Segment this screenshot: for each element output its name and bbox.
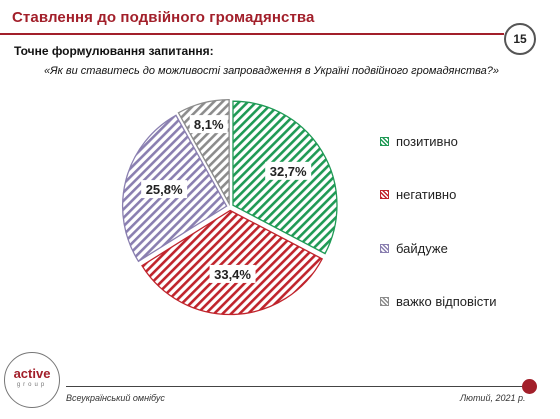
footer-date: Лютий, 2021 р.: [460, 393, 526, 403]
legend-item: негативно: [380, 181, 550, 209]
pie-label-bg-1: [265, 161, 312, 180]
legend-item: важко відповісти: [380, 288, 550, 316]
pie-label-4: 8,1%: [194, 117, 224, 132]
legend-swatch: [380, 243, 389, 253]
logo-text: active: [13, 366, 51, 381]
legend-item: позитивно: [380, 127, 550, 155]
pie-label-1: 32,7%: [270, 164, 307, 179]
legend-swatch: [380, 136, 389, 146]
logo-subtext: group: [16, 382, 48, 388]
legend-label: позитивно: [396, 133, 458, 149]
pie-label-3: 25,8%: [146, 182, 183, 197]
pie-slice-2: [141, 209, 324, 316]
question-label: Точне формулювання запитання:: [14, 44, 214, 58]
pie-label-2: 33,4%: [214, 267, 251, 282]
pie-label-bg-3: [141, 180, 188, 199]
legend-item: байдуже: [380, 234, 550, 262]
pie-label-bg-4: [189, 115, 228, 134]
pie-label-bg-2: [209, 264, 256, 283]
legend-swatch: [380, 297, 389, 306]
footer-divider: [66, 386, 526, 387]
slide-title: Ставлення до подвійного громадянства: [12, 9, 315, 26]
legend-label: негативно: [396, 187, 457, 202]
active-group-logo: active group: [4, 352, 60, 408]
legend-swatch: [380, 190, 389, 199]
header-divider: [0, 33, 504, 35]
footer-dot: [522, 379, 537, 394]
chart-legend: позитивно негативно байдуже важко відповіст…: [380, 127, 550, 341]
legend-label: байдуже: [396, 240, 448, 256]
page-number-badge: 15: [504, 23, 536, 55]
legend-label: важко відповісти: [396, 294, 497, 309]
question-text: «Як ви ставитесь до можливості запровадж…: [44, 65, 500, 77]
footer-source: Всеукраїнський омнібус: [66, 393, 165, 403]
